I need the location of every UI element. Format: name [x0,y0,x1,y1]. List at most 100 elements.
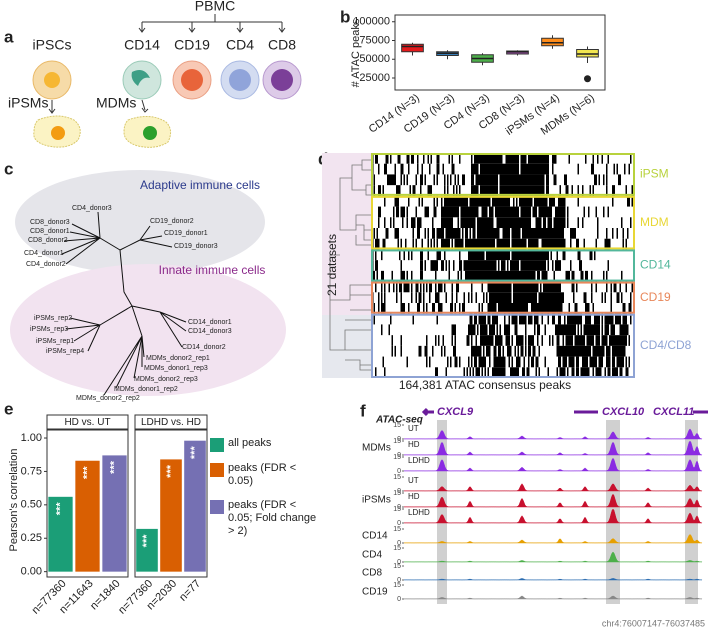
heatmap-cell [441,217,453,228]
heatmap-cell [571,281,575,293]
heatmap-cell [435,292,440,303]
leaf-label: MDMs_donor1_rep3 [144,365,208,372]
heatmap-cell [423,281,425,293]
heatmap-cell [597,153,599,164]
heatmap-cell [375,238,380,250]
heatmap-cell [522,367,525,378]
heatmap-cell [504,313,506,325]
heatmap-cell [456,185,458,196]
heatmap-cell [565,185,569,196]
heatmap-cell [567,206,569,218]
block-label: CD4/CD8 [640,338,692,352]
leaf-label: iPSMs_rep2 [34,315,72,322]
heatmap-cell [468,356,470,368]
heatmap-cell [447,185,449,196]
heatmap-cell [415,238,417,250]
heatmap-cell [424,228,426,239]
heatmap-cell [444,281,446,293]
heatmap-cell [543,217,546,228]
gene-label: CXCL10 [602,406,645,418]
heatmap-cell [492,367,506,378]
heatmap-cell [381,303,386,314]
heatmap-cell [381,292,383,303]
heatmap-cell [460,206,479,218]
heatmap-cell [520,163,549,175]
heatmap-cell [513,195,515,207]
heatmap-cell [534,324,536,336]
y-tick-label: 25000 [359,72,390,84]
heatmap-cell [454,174,456,186]
cell-label: iPSCs [33,37,72,53]
heatmap-cell [565,270,570,282]
heatmap-cell [595,238,597,250]
heatmap-cell [597,217,599,228]
heatmap-cell [555,324,576,336]
heatmap-cell [378,217,380,228]
group-label: MDMs [362,443,391,454]
facet-strip [134,414,208,430]
heatmap-cell [493,345,497,357]
heatmap-cell [406,356,408,368]
heatmap-cell [630,292,632,303]
heatmap-cell [378,303,380,314]
heatmap-cell [421,195,423,207]
heatmap-cell [400,270,405,282]
heatmap-cell [376,270,378,282]
heatmap-cell [541,270,548,282]
heatmap-cell [592,345,605,357]
heatmap-cell [631,281,633,293]
heatmap-cell [607,260,609,271]
heatmap-cell [456,281,459,293]
legend-label: all peaks [228,437,272,449]
cd4-nucleus [229,69,251,91]
heatmap-cell [495,206,519,218]
heatmap-cell [481,281,483,293]
heatmap-cell [582,356,588,368]
leaf-label: CD19_donor1 [164,230,208,237]
arrowheads [138,27,286,33]
leaf-label: CD4_donor1 [24,250,64,257]
heatmap-cell [411,217,416,228]
heatmap-cell [385,228,389,239]
bar [75,460,100,572]
heatmap-cell [450,356,452,368]
heatmap-cell [417,228,420,239]
heatmap-cell [534,313,539,325]
heatmap-cell [412,185,416,196]
heatmap-cell [628,335,630,346]
cluster-label: Adaptive immune cells [140,178,260,192]
heatmap-cell [618,174,621,186]
heatmap-cell [393,206,395,218]
heatmap-cell [604,292,606,303]
track-label: HD [408,440,420,449]
y-tick-label: 15 [393,454,401,461]
heatmap-cell [423,153,425,164]
heatmap-cell [376,228,378,239]
heatmap-cell [537,270,540,282]
leaf-label: CD19_donor2 [150,218,194,225]
heatmap-cell [627,228,629,239]
heatmap-cell [463,260,497,271]
heatmap-cell [504,324,510,336]
block-frame [371,153,635,196]
heatmap-cell [427,185,432,196]
heatmap-cell [528,153,549,164]
y-tick-label: 0.75 [21,465,42,477]
heatmap-cell [582,185,584,196]
panel-d: d 21 datasets 164,381 ATAC consensus pea… [318,149,571,392]
heatmap-cell [426,335,428,346]
heatmap-cell [616,356,624,368]
innate-cluster [10,264,286,396]
heatmap-cell [381,270,384,282]
heatmap-cell [478,356,486,368]
ipsc-nucleus [44,72,60,88]
heatmap-cell [406,206,408,218]
heatmap-cell [471,163,479,175]
heatmap-cell [543,281,561,293]
heatmap-cell [556,367,558,378]
heatmap-cell [396,206,399,218]
heatmap-cell [619,281,621,293]
heatmap-cell [448,270,450,282]
heatmap-cell [430,153,432,164]
